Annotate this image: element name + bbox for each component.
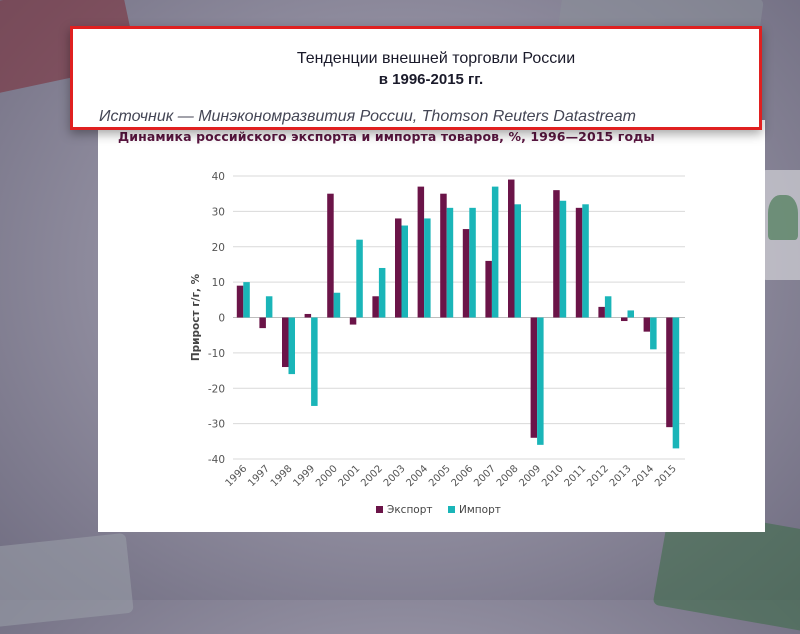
bar-import-2001 bbox=[356, 239, 363, 318]
legend-label-import: Импорт bbox=[459, 504, 501, 516]
bar-export-2004 bbox=[417, 186, 425, 318]
y-tick-label: -10 bbox=[208, 348, 225, 360]
bar-export-2015 bbox=[666, 317, 673, 428]
slide-title-box: Тенденции внешней торговли России в 1996… bbox=[70, 26, 762, 130]
bar-import-2006 bbox=[469, 207, 476, 318]
x-tick-label: 2006 bbox=[450, 463, 476, 489]
bar-import-2000 bbox=[333, 292, 341, 318]
bar-export-2005 bbox=[440, 193, 447, 318]
bar-export-2006 bbox=[462, 229, 470, 318]
bar-import-2012 bbox=[604, 296, 612, 318]
bar-import-2004 bbox=[424, 218, 431, 318]
bar-export-1999 bbox=[304, 313, 312, 318]
y-tick-label: -30 bbox=[208, 419, 225, 431]
source-note: Источник — Минэкономразвития России, Tho… bbox=[99, 108, 636, 125]
y-tick-label: -20 bbox=[208, 383, 225, 395]
x-tick-label: 2014 bbox=[630, 463, 656, 489]
bar-export-1997 bbox=[259, 317, 266, 329]
bar-import-1998 bbox=[288, 317, 295, 375]
bar-import-1999 bbox=[311, 317, 318, 406]
x-tick-label: 1999 bbox=[291, 463, 317, 489]
slide-title-years: в 1996-2015 гг. bbox=[378, 71, 484, 88]
background-flag-right-cedar bbox=[768, 195, 798, 240]
legend-label-export: Экспорт bbox=[387, 504, 433, 516]
x-tick-label: 2010 bbox=[540, 463, 566, 489]
y-tick-label: 0 bbox=[218, 313, 225, 325]
bar-import-2009 bbox=[537, 317, 544, 445]
y-tick-label: 40 bbox=[212, 171, 225, 183]
bar-import-2002 bbox=[378, 267, 386, 318]
x-tick-label: 2009 bbox=[517, 463, 543, 489]
bar-import-2014 bbox=[650, 317, 657, 350]
bar-export-1996 bbox=[236, 285, 244, 318]
x-tick-label: 2003 bbox=[382, 463, 408, 489]
bar-export-2008 bbox=[508, 179, 515, 318]
bar-import-1997 bbox=[265, 296, 273, 318]
x-tick-label: 2002 bbox=[359, 463, 385, 489]
legend-swatch-import bbox=[448, 506, 455, 513]
legend-swatch-export bbox=[376, 506, 383, 513]
bar-import-2008 bbox=[514, 204, 521, 318]
x-tick-label: 2011 bbox=[563, 463, 589, 489]
x-tick-label: 1996 bbox=[224, 463, 250, 489]
bar-import-2003 bbox=[401, 225, 408, 318]
bar-export-2009 bbox=[530, 317, 538, 438]
x-tick-label: 2001 bbox=[337, 463, 363, 489]
y-tick-label: 30 bbox=[212, 206, 225, 218]
slide-title: Тенденции внешней торговли России bbox=[296, 50, 576, 67]
bar-export-2000 bbox=[327, 193, 334, 318]
bar-export-2001 bbox=[349, 317, 357, 325]
bar-import-2013 bbox=[627, 310, 634, 318]
bar-export-2011 bbox=[575, 207, 583, 318]
bar-export-2007 bbox=[485, 260, 492, 318]
x-tick-label: 2008 bbox=[495, 463, 521, 489]
bar-export-2013 bbox=[621, 317, 628, 322]
bar-export-2002 bbox=[372, 296, 379, 318]
x-tick-label: 2005 bbox=[427, 463, 453, 489]
x-tick-label: 2013 bbox=[608, 463, 634, 489]
chart-title: Динамика российского экспорта и импорта … bbox=[118, 129, 655, 144]
x-tick-label: 2015 bbox=[653, 463, 679, 489]
x-tick-label: 2012 bbox=[585, 463, 611, 489]
bar-export-2010 bbox=[553, 190, 560, 318]
bar-import-1996 bbox=[243, 282, 250, 318]
bar-export-1998 bbox=[282, 317, 289, 368]
x-tick-label: 1998 bbox=[269, 463, 295, 489]
bar-import-2005 bbox=[446, 207, 454, 318]
bar-import-2010 bbox=[559, 200, 567, 318]
y-tick-label: 20 bbox=[212, 242, 225, 254]
bar-export-2014 bbox=[643, 317, 651, 332]
bar-import-2007 bbox=[491, 186, 499, 318]
bar-import-2015 bbox=[672, 317, 680, 449]
x-tick-label: 1997 bbox=[246, 463, 272, 489]
bar-export-2003 bbox=[395, 218, 402, 318]
y-tick-label: -40 bbox=[208, 454, 225, 466]
bar-import-2011 bbox=[582, 204, 589, 318]
y-axis-label: Прирост г/г, % bbox=[190, 273, 202, 361]
x-tick-label: 2004 bbox=[404, 463, 430, 489]
x-tick-label: 2000 bbox=[314, 463, 340, 489]
y-tick-label: 10 bbox=[212, 277, 225, 289]
x-tick-label: 2007 bbox=[472, 463, 498, 489]
bar-export-2012 bbox=[598, 306, 605, 318]
